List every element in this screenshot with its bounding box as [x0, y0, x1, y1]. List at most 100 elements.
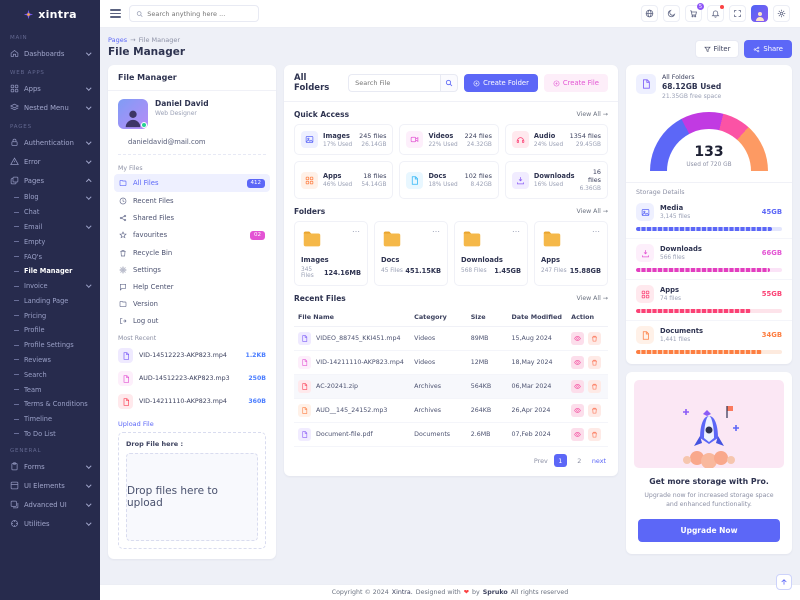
quick-access-card-docs[interactable]: Docs 18% Used 102 files 8.42GB: [399, 161, 499, 199]
sidebar-item-apps[interactable]: Apps: [0, 79, 100, 98]
person-icon: [754, 10, 766, 22]
sidebar-item-profile-settings[interactable]: Profile Settings: [0, 338, 100, 353]
upgrade-now-button[interactable]: Upgrade Now: [638, 518, 780, 542]
sidebar-item-team[interactable]: Team: [0, 382, 100, 397]
quick-access-card-downloads[interactable]: Downloads 16% Used 16 files 6.36GB: [504, 161, 608, 199]
create-file-button[interactable]: Create File: [543, 74, 608, 92]
file-search-input[interactable]: [348, 74, 441, 92]
sidebar-item-dashboards[interactable]: Dashboards: [0, 44, 100, 63]
sidebar-item-empty[interactable]: Empty: [0, 234, 100, 249]
table-row[interactable]: VID-14211110-AKP823.mp4 Videos 12MB 18,M…: [294, 350, 608, 375]
recent-files-view-all-link[interactable]: View All →: [576, 295, 608, 302]
view-file-button[interactable]: [571, 404, 585, 417]
sidebar-item-forms[interactable]: Forms: [0, 457, 100, 476]
language-button[interactable]: [641, 5, 658, 22]
sidebar-item-ui-elements[interactable]: UI Elements: [0, 476, 100, 495]
sidebar-item-todo-list[interactable]: To Do List: [0, 427, 100, 442]
sidebar-item-invoice[interactable]: Invoice: [0, 279, 100, 294]
sidebar-item-terms[interactable]: Terms & Conditions: [0, 397, 100, 412]
sidebar-item-nested-menu[interactable]: Nested Menu: [0, 98, 100, 117]
menu-item-help-center[interactable]: Help Center: [114, 278, 270, 295]
folder-card-downloads[interactable]: … Downloads 568 Files 1.45GB: [454, 221, 528, 286]
menu-item-log-out[interactable]: Log out: [114, 312, 270, 329]
profile-avatar[interactable]: [118, 99, 148, 129]
view-file-button[interactable]: [571, 332, 585, 345]
view-file-button[interactable]: [571, 380, 585, 393]
sidebar-item-profile[interactable]: Profile: [0, 323, 100, 338]
global-search-input[interactable]: [147, 9, 252, 18]
user-avatar[interactable]: [751, 5, 768, 22]
pagination-page-1[interactable]: 1: [553, 454, 567, 467]
recent-file-item[interactable]: AUD-14512223-AKP823.mp3 250B: [108, 367, 276, 390]
footer-designer-link[interactable]: Spruko: [482, 589, 508, 596]
menu-item-version[interactable]: Version: [114, 295, 270, 312]
sidebar-item-authentication[interactable]: Authentication: [0, 133, 100, 152]
more-icon[interactable]: …: [512, 225, 521, 234]
recent-file-item[interactable]: VID-14512223-AKP823.mp4 1.2KB: [108, 344, 276, 367]
breadcrumb-pages[interactable]: Pages: [108, 36, 128, 44]
table-row[interactable]: AUD__145_24152.mp3 Archives 264KB 26,Apr…: [294, 398, 608, 423]
scroll-to-top-button[interactable]: [776, 574, 792, 590]
create-folder-button[interactable]: Create Folder: [464, 74, 538, 92]
delete-file-button[interactable]: [588, 380, 602, 393]
more-icon[interactable]: …: [352, 225, 361, 234]
quick-access-card-audio[interactable]: Audio 24% Used 1354 files 29.45GB: [504, 124, 608, 155]
sidebar-item-pricing[interactable]: Pricing: [0, 308, 100, 323]
sidebar-item-error[interactable]: Error: [0, 152, 100, 171]
sidebar-item-chat[interactable]: Chat: [0, 205, 100, 220]
settings-button[interactable]: [773, 5, 790, 22]
sidebar-item-pages[interactable]: Pages: [0, 171, 100, 190]
dark-mode-button[interactable]: [663, 5, 680, 22]
table-row[interactable]: VIDEO_88745_KKI451.mp4 Videos 89MB 15,Au…: [294, 326, 608, 351]
file-dropzone[interactable]: Drop files here to upload: [126, 453, 258, 541]
pagination-page-2[interactable]: 2: [577, 456, 582, 465]
quick-access-card-videos[interactable]: Videos 22% Used 224 files 24.32GB: [399, 124, 499, 155]
sidebar-item-landing-page[interactable]: Landing Page: [0, 293, 100, 308]
folders-view-all-link[interactable]: View All →: [576, 208, 608, 215]
view-file-button[interactable]: [571, 428, 585, 441]
menu-item-recycle-bin[interactable]: Recycle Bin: [114, 244, 270, 261]
folder-card-docs[interactable]: … Docs 45 Files 451.15KB: [374, 221, 448, 286]
fullscreen-button[interactable]: [729, 5, 746, 22]
filter-button[interactable]: Filter: [694, 40, 740, 58]
menu-item-all-files[interactable]: All Files 412: [114, 174, 270, 192]
notifications-button[interactable]: [707, 5, 724, 22]
sidebar-item-timeline[interactable]: Timeline: [0, 412, 100, 427]
view-file-button[interactable]: [571, 356, 585, 369]
quick-access-card-apps[interactable]: Apps 46% Used 18 files 54.14GB: [294, 161, 394, 199]
pagination-next[interactable]: next: [591, 456, 606, 465]
more-icon[interactable]: …: [432, 225, 441, 234]
sidebar-item-utilities[interactable]: Utilities: [0, 514, 100, 533]
delete-file-button[interactable]: [588, 428, 602, 441]
menu-item-recent-files[interactable]: Recent Files: [114, 192, 270, 209]
menu-item-favourites[interactable]: favourites 02: [114, 226, 270, 244]
delete-file-button[interactable]: [588, 404, 602, 417]
menu-item-settings[interactable]: Settings: [114, 261, 270, 278]
sidebar-item-search[interactable]: Search: [0, 367, 100, 382]
delete-file-button[interactable]: [588, 356, 602, 369]
sidebar-item-blog[interactable]: Blog: [0, 190, 100, 205]
recent-file-item[interactable]: VID-14211110-AKP823.mp4 360B: [108, 390, 276, 413]
sidebar-item-faqs[interactable]: FAQ's: [0, 249, 100, 264]
delete-file-button[interactable]: [588, 332, 602, 345]
cart-button[interactable]: 5: [685, 3, 704, 22]
footer-brand[interactable]: Xintra.: [391, 589, 413, 596]
folder-card-images[interactable]: … Images 345 Files 124.16MB: [294, 221, 368, 286]
pagination-prev[interactable]: Prev: [533, 456, 548, 465]
table-row[interactable]: Document-file.pdf Documents 2.6MB 07,Feb…: [294, 422, 608, 447]
quick-access-card-images[interactable]: Images 17% Used 245 files 26.14GB: [294, 124, 394, 155]
app-logo[interactable]: xintra: [0, 0, 100, 28]
table-row[interactable]: AC-20241.zip Archives 564KB 06,Mar 2024: [294, 374, 608, 399]
file-search-button[interactable]: [440, 74, 459, 92]
sidebar-item-file-manager[interactable]: File Manager: [0, 264, 100, 279]
folder-card-apps[interactable]: … Apps 247 Files 15.88GB: [534, 221, 608, 286]
sidebar-item-advanced-ui[interactable]: Advanced UI: [0, 495, 100, 514]
plus-circle-icon: [553, 80, 560, 87]
more-icon[interactable]: …: [592, 225, 601, 234]
sidebar-item-reviews[interactable]: Reviews: [0, 353, 100, 368]
hamburger-menu-icon[interactable]: [110, 7, 121, 19]
sidebar-item-email[interactable]: Email: [0, 220, 100, 235]
menu-item-shared-files[interactable]: Shared Files: [114, 209, 270, 226]
quick-access-view-all-link[interactable]: View All →: [576, 111, 608, 118]
share-button[interactable]: Share: [744, 40, 792, 58]
